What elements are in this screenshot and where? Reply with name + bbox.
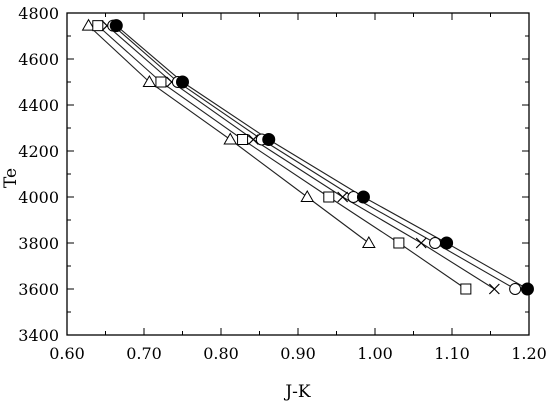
point-circle-filled <box>262 133 276 146</box>
point-triangle <box>223 132 238 145</box>
x-tick-label: 0.80 <box>203 344 239 363</box>
point-circle-filled <box>440 236 454 250</box>
tick-labels: 0.60 0.70 0.80 0.90 1.00 1.10 1.20 3400 3600 3800… <box>18 4 547 363</box>
x-tick-label: 0.60 <box>49 344 85 363</box>
x-tick-label: 0.70 <box>126 344 162 363</box>
plot-frame <box>66 12 530 336</box>
x-tick-label: 1.20 <box>511 344 547 363</box>
series-line-triangle <box>88 25 370 244</box>
point-circle-filled <box>356 190 370 204</box>
point-square <box>155 76 167 88</box>
series-line-circle-filled <box>115 25 528 290</box>
y-tick-label: 3400 <box>18 326 59 345</box>
y-tick-label: 4200 <box>18 142 59 161</box>
point-triangle <box>300 189 315 202</box>
point-triangle <box>142 74 157 87</box>
series-lines <box>88 25 528 290</box>
point-circle-filled <box>176 75 189 89</box>
point-circle-open <box>429 237 442 249</box>
point-cross <box>488 283 500 295</box>
x-tick-label: 1.10 <box>434 344 470 363</box>
y-tick-label: 4400 <box>18 96 59 115</box>
y-tick-label: 3600 <box>18 280 59 299</box>
x-tick-label: 1.00 <box>357 344 393 363</box>
point-circle-filled <box>520 282 534 296</box>
ticks <box>66 12 530 336</box>
point-cross <box>415 237 427 249</box>
y-tick-label: 4600 <box>18 50 59 69</box>
y-tick-label: 3800 <box>18 234 59 253</box>
point-circle-open <box>509 283 522 295</box>
series-markers <box>81 18 534 296</box>
point-cross <box>247 134 259 145</box>
point-square <box>92 20 104 32</box>
x-tick-label: 0.90 <box>280 344 316 363</box>
point-square <box>460 283 472 295</box>
point-triangle <box>361 235 376 248</box>
series-line-cross <box>106 25 495 290</box>
point-square <box>237 134 249 145</box>
y-axis-title: Te <box>1 168 21 188</box>
point-square <box>393 237 405 249</box>
y-tick-label: 4800 <box>18 4 59 23</box>
series-line-square <box>97 25 467 290</box>
point-square <box>323 191 335 203</box>
y-tick-label: 4000 <box>18 188 59 207</box>
point-triangle <box>81 18 96 31</box>
x-axis-title: J-K <box>283 382 311 402</box>
series-line-circle-open <box>112 25 516 290</box>
point-cross <box>337 191 349 203</box>
point-circle-filled <box>109 19 123 33</box>
